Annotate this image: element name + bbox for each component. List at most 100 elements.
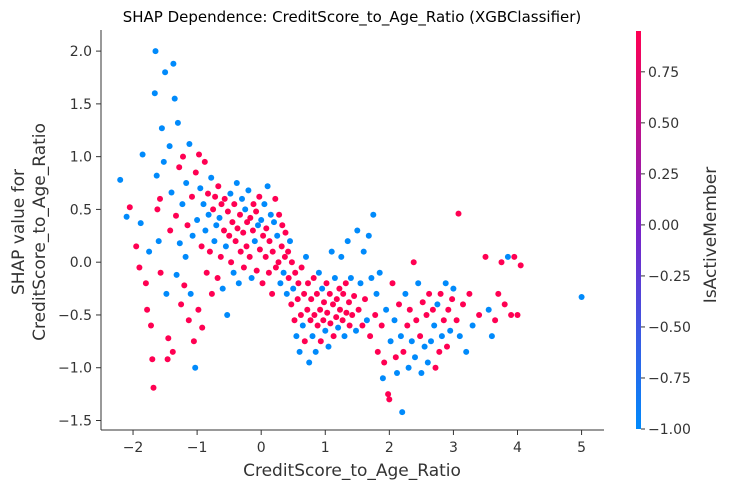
scatter-point [226, 232, 233, 239]
scatter-point [160, 158, 167, 165]
colorbar-tick-label: −0.25 [648, 269, 691, 285]
scatter-point [424, 359, 431, 366]
scatter-point [399, 409, 406, 416]
scatter-point [288, 259, 295, 266]
scatter-point [164, 356, 171, 363]
scatter-point [259, 280, 266, 287]
scatter-point [150, 384, 157, 391]
scatter-point [224, 312, 231, 318]
scatter-point [376, 269, 383, 276]
scatter-point [346, 322, 353, 329]
scatter-point [426, 290, 433, 297]
scatter-point [276, 211, 283, 218]
scatter-point [153, 172, 160, 179]
scatter-point [340, 290, 347, 297]
scatter-point [304, 306, 311, 313]
scatter-point [190, 338, 197, 345]
x-tick-label: 1 [321, 440, 330, 456]
scatter-point [338, 253, 345, 260]
scatter-point [146, 248, 153, 255]
scatter-point [341, 333, 348, 340]
scatter-point [171, 95, 178, 102]
scatter-point [359, 322, 366, 329]
scatter-point [299, 322, 306, 329]
scatter-point [186, 141, 193, 147]
scatter-point [231, 201, 238, 208]
scatter-point [463, 348, 470, 355]
scatter-point [317, 338, 324, 345]
scatter-point [328, 248, 335, 255]
scatter-point [325, 343, 332, 350]
scatter-point [208, 174, 215, 181]
scatter-point [224, 208, 231, 215]
scatter-point [197, 185, 204, 192]
scatter-point [330, 333, 337, 340]
scatter-point [287, 238, 293, 245]
y-ticks: 2.0 1.5 1.0 0.5 0.0 −0.5 −1.0 −1.5 [58, 44, 101, 430]
scatter-point [444, 343, 450, 350]
scatter-point [331, 275, 338, 281]
scatter-point [233, 180, 240, 186]
scatter-point [168, 189, 175, 196]
scatter-point [152, 48, 159, 55]
scatter-point [389, 280, 396, 287]
scatter-point [214, 275, 221, 281]
scatter-point [305, 280, 311, 287]
scatter-point [397, 333, 404, 340]
scatter-point [262, 253, 269, 260]
scatter-point [275, 259, 282, 266]
chart-title: SHAP Dependence: CreditScore_to_Age_Rati… [123, 8, 582, 27]
scatter-point [155, 238, 162, 245]
scatter-point [447, 327, 454, 334]
scatter-point [492, 317, 499, 324]
scatter-point [306, 359, 313, 366]
scatter-point [189, 232, 196, 239]
x-tick-label: 0 [257, 440, 266, 456]
scatter-point [298, 264, 305, 271]
scatter-point [166, 143, 173, 150]
scatter-point [247, 214, 254, 221]
scatter-point [436, 348, 443, 355]
scatter-point [246, 253, 253, 260]
scatter-point [501, 301, 508, 308]
scatter-point [327, 320, 334, 327]
scatter-point [192, 169, 199, 176]
scatter-point [249, 227, 256, 234]
scatter-point [192, 364, 199, 371]
scatter-point [237, 211, 243, 218]
y-tick-label: −1.5 [58, 414, 92, 430]
scatter-point [243, 243, 250, 250]
scatter-point [244, 219, 251, 226]
scatter-point [162, 69, 169, 76]
scatter-point [194, 217, 201, 223]
scatter-point [199, 324, 206, 331]
scatter-point [181, 282, 188, 289]
scatter-point [196, 151, 202, 158]
scatter-point [344, 238, 351, 245]
scatter-point [326, 290, 333, 297]
scatter-point [123, 213, 130, 220]
scatter-point [184, 222, 191, 229]
y-tick-label: 0.0 [70, 255, 92, 271]
scatter-point [149, 356, 156, 363]
scatter-point [339, 317, 346, 324]
scatter-point [362, 296, 368, 303]
scatter-point [453, 317, 460, 324]
scatter-point [379, 375, 386, 382]
scatter-point [335, 324, 342, 331]
scatter-point [201, 158, 208, 165]
scatter-point [363, 317, 370, 324]
scatter-point [365, 232, 372, 239]
scatter-point [374, 348, 381, 355]
scatter-point [178, 301, 185, 308]
scatter-point [421, 343, 428, 350]
scatter-point [404, 322, 411, 329]
scatter-point [320, 317, 327, 324]
scatter-point [195, 306, 202, 313]
scatter-point [482, 253, 489, 260]
scatter-point [508, 312, 515, 318]
scatter-point [450, 285, 457, 292]
scatter-point [402, 290, 409, 297]
scatter-point [173, 212, 179, 219]
scatter-point [294, 296, 301, 303]
